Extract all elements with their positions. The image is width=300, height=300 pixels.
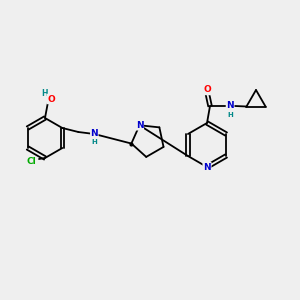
Text: H: H <box>92 139 97 145</box>
Text: H: H <box>42 88 48 98</box>
Text: H: H <box>227 112 233 118</box>
Text: N: N <box>226 100 234 109</box>
Text: Cl: Cl <box>26 158 36 166</box>
Text: N: N <box>91 128 98 137</box>
Text: N: N <box>203 163 211 172</box>
Text: N: N <box>136 121 143 130</box>
Text: O: O <box>203 85 211 94</box>
Text: O: O <box>47 94 55 103</box>
